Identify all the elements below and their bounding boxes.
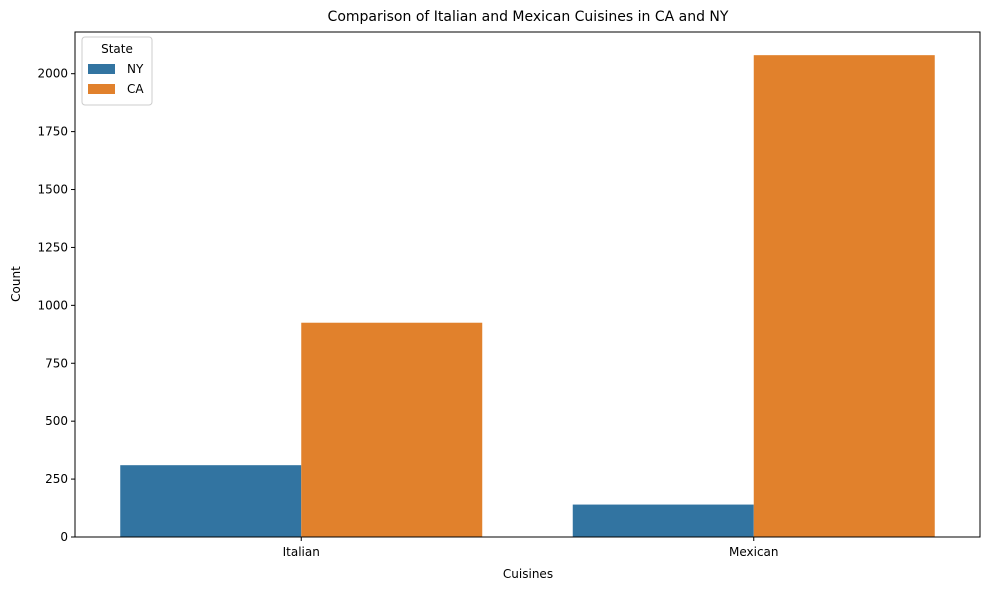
y-tick-label: 250 xyxy=(45,472,68,486)
x-tick-label: Italian xyxy=(283,545,320,559)
legend-label-ca: CA xyxy=(127,82,144,96)
x-axis-label: Cuisines xyxy=(503,567,553,581)
y-axis-label: Count xyxy=(9,266,23,302)
y-tick-label: 500 xyxy=(45,414,68,428)
bar-ca-mexican xyxy=(753,55,935,538)
y-tick-label: 1250 xyxy=(37,240,68,254)
x-axis: Italian Mexican xyxy=(283,537,779,559)
plot-area: 0 250 500 750 1000 1250 1500 1750 2000 Italian Me… xyxy=(37,31,981,559)
legend-title: State xyxy=(101,42,133,56)
y-tick-label: 1000 xyxy=(37,298,68,312)
bar-ny-mexican xyxy=(572,504,754,537)
bar-ca-italian xyxy=(301,322,483,537)
bars xyxy=(120,55,935,538)
y-tick-label: 0 xyxy=(60,530,68,544)
legend-items: NY CA xyxy=(88,62,144,96)
y-tick-label: 2000 xyxy=(37,67,68,81)
legend: State NY CA xyxy=(81,36,153,106)
y-tick-label: 750 xyxy=(45,356,68,370)
y-tick-label: 1750 xyxy=(37,125,68,139)
y-tick-label: 1500 xyxy=(37,183,68,197)
chart-title: Comparison of Italian and Mexican Cuisin… xyxy=(328,9,729,25)
plot-frame xyxy=(74,31,981,538)
bar-ny-italian xyxy=(120,465,302,537)
legend-swatch-ca xyxy=(88,84,115,94)
y-axis: 0 250 500 750 1000 1250 1500 1750 2000 xyxy=(37,67,75,544)
legend-swatch-ny xyxy=(88,64,115,74)
legend-label-ny: NY xyxy=(127,62,144,76)
x-tick-label: Mexican xyxy=(729,545,779,559)
